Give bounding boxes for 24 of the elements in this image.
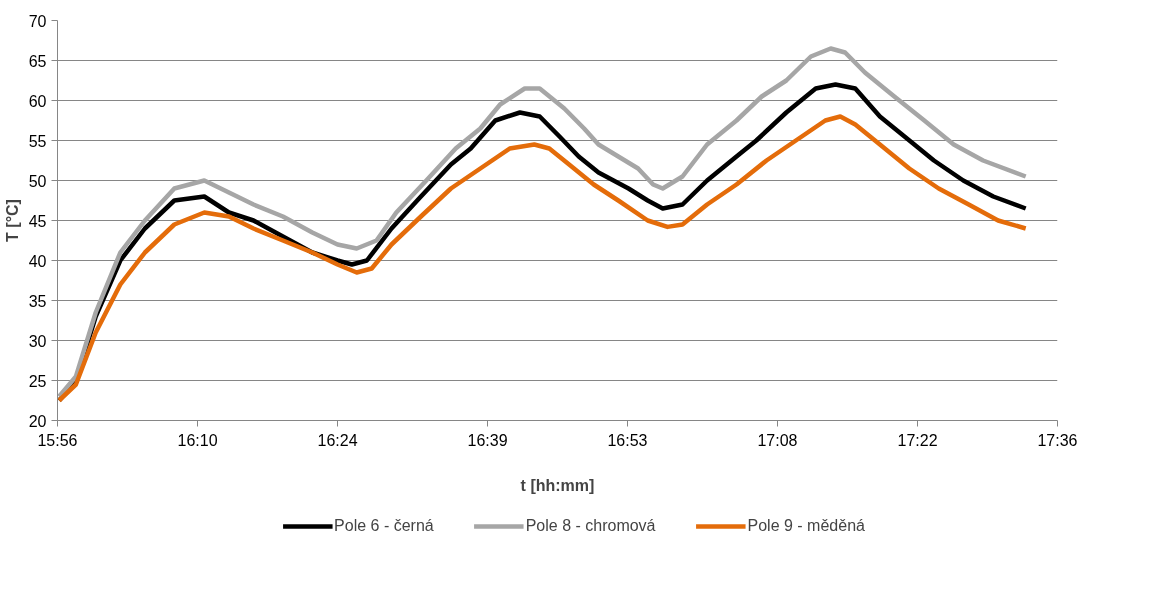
x-tick-label: 16:24 bbox=[317, 431, 358, 449]
y-tick-label: 45 bbox=[28, 212, 47, 230]
x-tick-label: 15:56 bbox=[37, 431, 78, 449]
y-tick-label: 40 bbox=[28, 252, 47, 270]
y-tick-label: 20 bbox=[28, 412, 47, 430]
x-tick-label: 16:39 bbox=[467, 431, 508, 449]
y-tick-label: 70 bbox=[28, 12, 47, 30]
legend-label: Pole 9 - měděná bbox=[747, 517, 865, 535]
y-tick-label: 65 bbox=[28, 52, 47, 70]
x-tick-label: 16:53 bbox=[607, 431, 648, 449]
x-tick-label: 17:08 bbox=[757, 431, 798, 449]
y-tick-label: 25 bbox=[28, 372, 47, 390]
x-tick-label: 16:10 bbox=[177, 431, 218, 449]
x-axis-title: t [hh:mm] bbox=[520, 476, 595, 494]
y-tick-label: 35 bbox=[28, 292, 47, 310]
y-tick-label: 30 bbox=[28, 332, 47, 350]
legend-label: Pole 8 - chromová bbox=[525, 517, 656, 535]
y-tick-label: 60 bbox=[28, 92, 47, 110]
x-tick-label: 17:22 bbox=[897, 431, 938, 449]
legend-label: Pole 6 - černá bbox=[334, 517, 434, 535]
y-tick-label: 50 bbox=[28, 172, 47, 190]
y-axis-title: T [°C] bbox=[3, 199, 21, 242]
y-tick-label: 55 bbox=[28, 132, 47, 150]
x-tick-label: 17:36 bbox=[1037, 431, 1078, 449]
